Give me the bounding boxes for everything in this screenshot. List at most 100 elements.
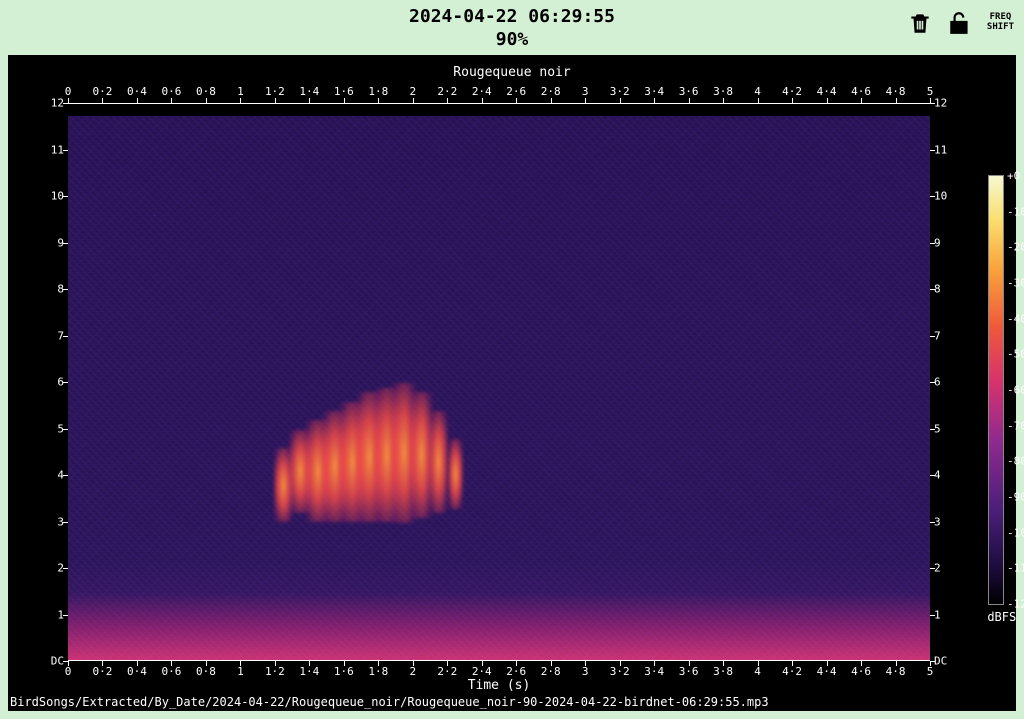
freq-shift-line2: SHIFT — [987, 23, 1014, 33]
x-tick-top: 3·4 — [644, 85, 664, 98]
colorbar-tick: -40 — [1003, 312, 1024, 325]
header-bar: 2024-04-22 06:29:55 90% FREQ SHIFT — [0, 0, 1024, 55]
x-tick-bottom: 3·6 — [679, 665, 699, 678]
x-tick-bottom: 3·4 — [644, 665, 664, 678]
y-tick-right: 6 — [934, 376, 941, 389]
x-tick-top: 4 — [754, 85, 761, 98]
colorbar-tick: -110 — [1003, 562, 1024, 575]
x-tick-bottom: 0·4 — [127, 665, 147, 678]
y-tick-right: 12 — [934, 97, 947, 110]
colorbar-tick: -90 — [1003, 491, 1024, 504]
x-tick-top: 2·2 — [437, 85, 457, 98]
freq-shift-button[interactable]: FREQ SHIFT — [987, 13, 1014, 33]
spectrogram-top-band — [68, 104, 930, 116]
y-tick-left: 4 — [57, 469, 64, 482]
chart-title: Rougequeue noir — [8, 65, 1016, 80]
x-tick-bottom: 2 — [409, 665, 416, 678]
x-tick-bottom: 4·4 — [817, 665, 837, 678]
x-tick-bottom: 4 — [754, 665, 761, 678]
y-tick-right: 4 — [934, 469, 941, 482]
y-tick-right: 7 — [934, 329, 941, 342]
x-tick-top: 1·8 — [368, 85, 388, 98]
x-tick-bottom: 3·2 — [610, 665, 630, 678]
x-tick-top: 3·2 — [610, 85, 630, 98]
x-tick-top: 0·6 — [162, 85, 182, 98]
x-tick-bottom: 1·6 — [334, 665, 354, 678]
x-tick-bottom: 1·8 — [368, 665, 388, 678]
x-tick-bottom: 0·6 — [162, 665, 182, 678]
y-tick-left: 8 — [57, 283, 64, 296]
spectrogram-noise — [68, 104, 930, 660]
colorbar-tick: +0 — [1003, 170, 1020, 183]
x-tick-top: 3·6 — [679, 85, 699, 98]
plot-area[interactable] — [68, 103, 930, 661]
colorbar-tick: -120 — [1003, 598, 1024, 611]
confidence-subtitle: 90% — [0, 29, 1024, 50]
y-tick-left: 3 — [57, 515, 64, 528]
y-tick-right: 10 — [934, 190, 947, 203]
trash-icon — [907, 10, 933, 36]
x-tick-top: 0·2 — [93, 85, 113, 98]
x-tick-top: 4·4 — [817, 85, 837, 98]
x-tick-bottom: 2·8 — [541, 665, 561, 678]
colorbar-tick: -100 — [1003, 526, 1024, 539]
colorbar-tick: -10 — [1003, 205, 1024, 218]
y-tick-left: 2 — [57, 562, 64, 575]
toolbar: FREQ SHIFT — [907, 10, 1014, 36]
y-tick-right: 11 — [934, 143, 947, 156]
x-tick-bottom: 1·4 — [299, 665, 319, 678]
x-tick-top: 3·8 — [713, 85, 733, 98]
x-tick-top: 2·4 — [472, 85, 492, 98]
x-tick-top: 4·2 — [782, 85, 802, 98]
spectrogram-panel: Rougequeue noir Frequency (kHz) DCDC1122… — [8, 55, 1016, 711]
x-tick-bottom: 2·6 — [506, 665, 526, 678]
y-tick-left: 10 — [51, 190, 64, 203]
x-tick-top: 1·2 — [265, 85, 285, 98]
y-tick-right: 3 — [934, 515, 941, 528]
colorbar-tick: -50 — [1003, 348, 1024, 361]
x-tick-top: 4·6 — [851, 85, 871, 98]
x-tick-bottom: 4·2 — [782, 665, 802, 678]
x-tick-top: 0 — [65, 85, 72, 98]
x-tick-top: 1·6 — [334, 85, 354, 98]
colorbar-tick: -70 — [1003, 419, 1024, 432]
x-tick-top: 1·4 — [299, 85, 319, 98]
x-tick-bottom: 1·2 — [265, 665, 285, 678]
y-tick-right: 9 — [934, 236, 941, 249]
x-tick-bottom: 1 — [237, 665, 244, 678]
y-tick-left: 6 — [57, 376, 64, 389]
x-tick-top: 2·6 — [506, 85, 526, 98]
y-tick-left: 12 — [51, 97, 64, 110]
x-tick-bottom: 2·2 — [437, 665, 457, 678]
x-tick-bottom: 4·6 — [851, 665, 871, 678]
x-tick-top: 5 — [927, 85, 934, 98]
colorbar-tick: -80 — [1003, 455, 1024, 468]
x-tick-top: 3 — [582, 85, 589, 98]
lock-toggle-button[interactable] — [947, 10, 973, 36]
file-path: BirdSongs/Extracted/By_Date/2024-04-22/R… — [10, 695, 769, 709]
y-tick-right: 1 — [934, 608, 941, 621]
x-tick-top: 4·8 — [886, 85, 906, 98]
unlock-icon — [947, 10, 973, 36]
colorbar-tick: -30 — [1003, 277, 1024, 290]
x-tick-top: 0·8 — [196, 85, 216, 98]
y-tick-left: 11 — [51, 143, 64, 156]
x-tick-bottom: 3 — [582, 665, 589, 678]
colorbar-label: dBFS — [987, 610, 1016, 624]
y-tick-right: 5 — [934, 422, 941, 435]
y-tick-right: 8 — [934, 283, 941, 296]
x-tick-top: 0·4 — [127, 85, 147, 98]
x-tick-top: 1 — [237, 85, 244, 98]
y-tick-left: 5 — [57, 422, 64, 435]
x-tick-bottom: 0·2 — [93, 665, 113, 678]
delete-button[interactable] — [907, 10, 933, 36]
colorbar: +0-10-20-30-40-50-60-70-80-90-100-110-12… — [988, 175, 1004, 605]
x-tick-bottom: 4·8 — [886, 665, 906, 678]
x-tick-bottom: 5 — [927, 665, 934, 678]
y-tick-left: 7 — [57, 329, 64, 342]
x-tick-bottom: 3·8 — [713, 665, 733, 678]
x-tick-bottom: 0·8 — [196, 665, 216, 678]
y-tick-left: DC — [51, 655, 64, 668]
x-tick-bottom: 2·4 — [472, 665, 492, 678]
y-tick-left: 9 — [57, 236, 64, 249]
